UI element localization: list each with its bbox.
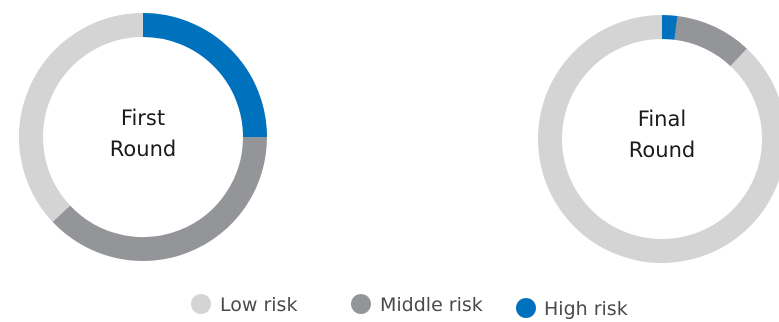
donut-slice-high-risk — [661, 14, 678, 40]
donut-slice-low-risk — [19, 13, 144, 222]
legend-swatch-middle-risk — [351, 294, 371, 314]
legend-item-low-risk: Low risk — [191, 294, 297, 316]
legend-label-high-risk: High risk — [544, 298, 628, 320]
donut-chart-first-round: First Round — [19, 13, 267, 261]
center-label-line-2: Round — [110, 137, 176, 161]
legend-swatch-high-risk — [516, 298, 536, 318]
center-label-line-1: First — [121, 106, 165, 130]
legend-label-low-risk: Low risk — [220, 294, 297, 316]
legend-item-high-risk: High risk — [516, 298, 628, 320]
donut-chart-final-round: Final Round — [538, 14, 779, 263]
center-label-line-1: Final — [638, 107, 686, 131]
legend-item-middle-risk: Middle risk — [351, 294, 483, 316]
chart-legend: Low risk Middle risk High risk — [191, 294, 628, 320]
donut-slice-low-risk — [538, 15, 779, 263]
donut-slice-middle-risk — [52, 136, 267, 261]
donut-slice-high-risk — [142, 13, 267, 138]
legend-swatch-low-risk — [191, 294, 211, 314]
donut-slice-middle-risk — [674, 15, 747, 67]
legend-label-middle-risk: Middle risk — [380, 294, 483, 316]
center-label-line-2: Round — [629, 138, 695, 162]
